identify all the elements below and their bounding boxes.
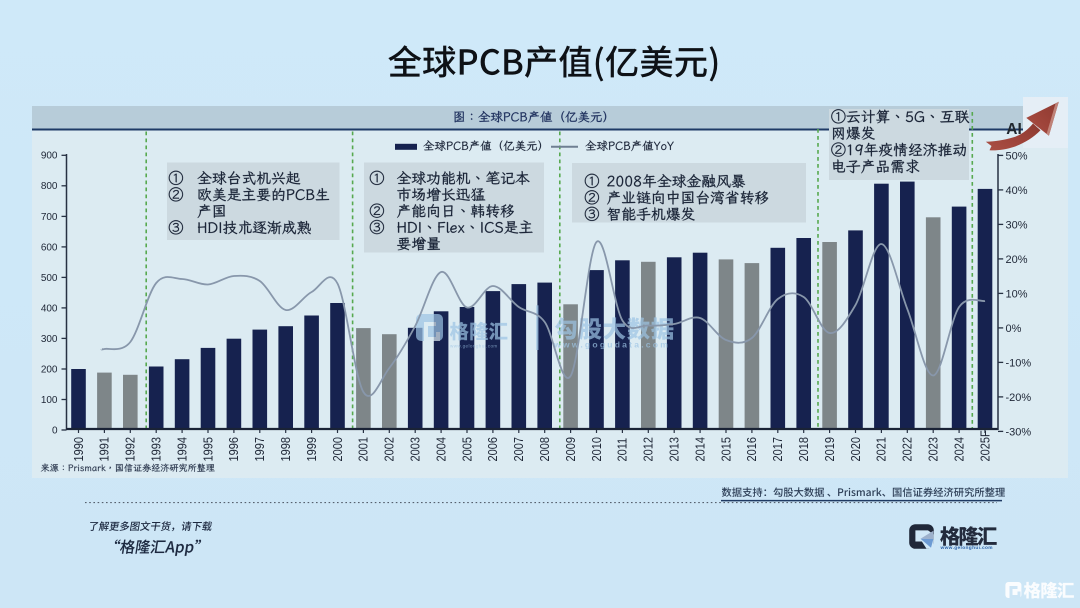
svg-text:2008: 2008 <box>538 437 552 462</box>
svg-text:200: 200 <box>41 364 58 375</box>
svg-text:2022: 2022 <box>901 437 915 461</box>
svg-text:1994: 1994 <box>176 437 190 462</box>
svg-text:2002: 2002 <box>383 437 397 461</box>
svg-text:www.gelonghui.com: www.gelonghui.com <box>940 545 993 551</box>
svg-text:1995: 1995 <box>202 437 216 462</box>
svg-text:40%: 40% <box>1006 185 1028 197</box>
svg-text:400: 400 <box>41 303 58 314</box>
svg-text:-30%: -30% <box>1006 426 1032 438</box>
svg-text:www.gelonghui.com: www.gelonghui.com <box>450 344 498 349</box>
svg-text:2023: 2023 <box>927 437 941 462</box>
svg-text:2016: 2016 <box>746 437 760 462</box>
svg-text:1997: 1997 <box>253 437 267 461</box>
svg-text:500: 500 <box>41 273 58 284</box>
svg-text:20%: 20% <box>1006 254 1028 266</box>
svg-text:2019: 2019 <box>823 437 837 461</box>
svg-text:2007: 2007 <box>512 437 526 461</box>
svg-text:-10%: -10% <box>1006 357 1032 369</box>
svg-text:0: 0 <box>52 425 58 436</box>
svg-text:2001: 2001 <box>357 437 371 461</box>
svg-text:2013: 2013 <box>668 437 682 462</box>
svg-text:600: 600 <box>41 242 58 253</box>
svg-text:2025F: 2025F <box>979 430 993 461</box>
svg-text:50%: 50% <box>1006 150 1028 162</box>
svg-text:800: 800 <box>41 181 58 192</box>
svg-text:100: 100 <box>41 395 58 406</box>
svg-text:1993: 1993 <box>150 437 164 462</box>
svg-text:1990: 1990 <box>72 437 86 462</box>
svg-text:2017: 2017 <box>771 437 785 461</box>
svg-text:900: 900 <box>41 151 58 162</box>
svg-text:2000: 2000 <box>331 437 345 462</box>
svg-text:www.gogudata.com: www.gogudata.com <box>553 340 670 350</box>
svg-text:300: 300 <box>41 334 58 345</box>
svg-text:2009: 2009 <box>564 437 578 461</box>
svg-text:2021: 2021 <box>875 437 889 461</box>
svg-text:2010: 2010 <box>590 437 604 462</box>
svg-text:700: 700 <box>41 212 58 223</box>
svg-text:1998: 1998 <box>279 437 293 462</box>
svg-text:1996: 1996 <box>228 437 242 462</box>
svg-text:2014: 2014 <box>694 437 708 462</box>
svg-text:AI: AI <box>1006 121 1022 138</box>
svg-text:2005: 2005 <box>461 437 475 462</box>
svg-text:-20%: -20% <box>1006 392 1032 404</box>
svg-text:2003: 2003 <box>409 437 423 462</box>
svg-text:0%: 0% <box>1006 323 1022 335</box>
svg-text:2004: 2004 <box>435 437 449 462</box>
svg-text:2020: 2020 <box>849 437 863 462</box>
svg-text:1992: 1992 <box>124 437 138 461</box>
svg-text:10%: 10% <box>1006 288 1028 300</box>
svg-text:2015: 2015 <box>720 437 734 462</box>
svg-text:1991: 1991 <box>98 437 112 461</box>
svg-text:2006: 2006 <box>487 437 501 462</box>
svg-text:2011: 2011 <box>616 438 630 462</box>
svg-text:2018: 2018 <box>797 437 811 462</box>
svg-text:1999: 1999 <box>305 437 319 461</box>
svg-text:2012: 2012 <box>642 437 656 461</box>
svg-text:2024: 2024 <box>953 437 967 462</box>
svg-text:30%: 30% <box>1006 219 1028 231</box>
